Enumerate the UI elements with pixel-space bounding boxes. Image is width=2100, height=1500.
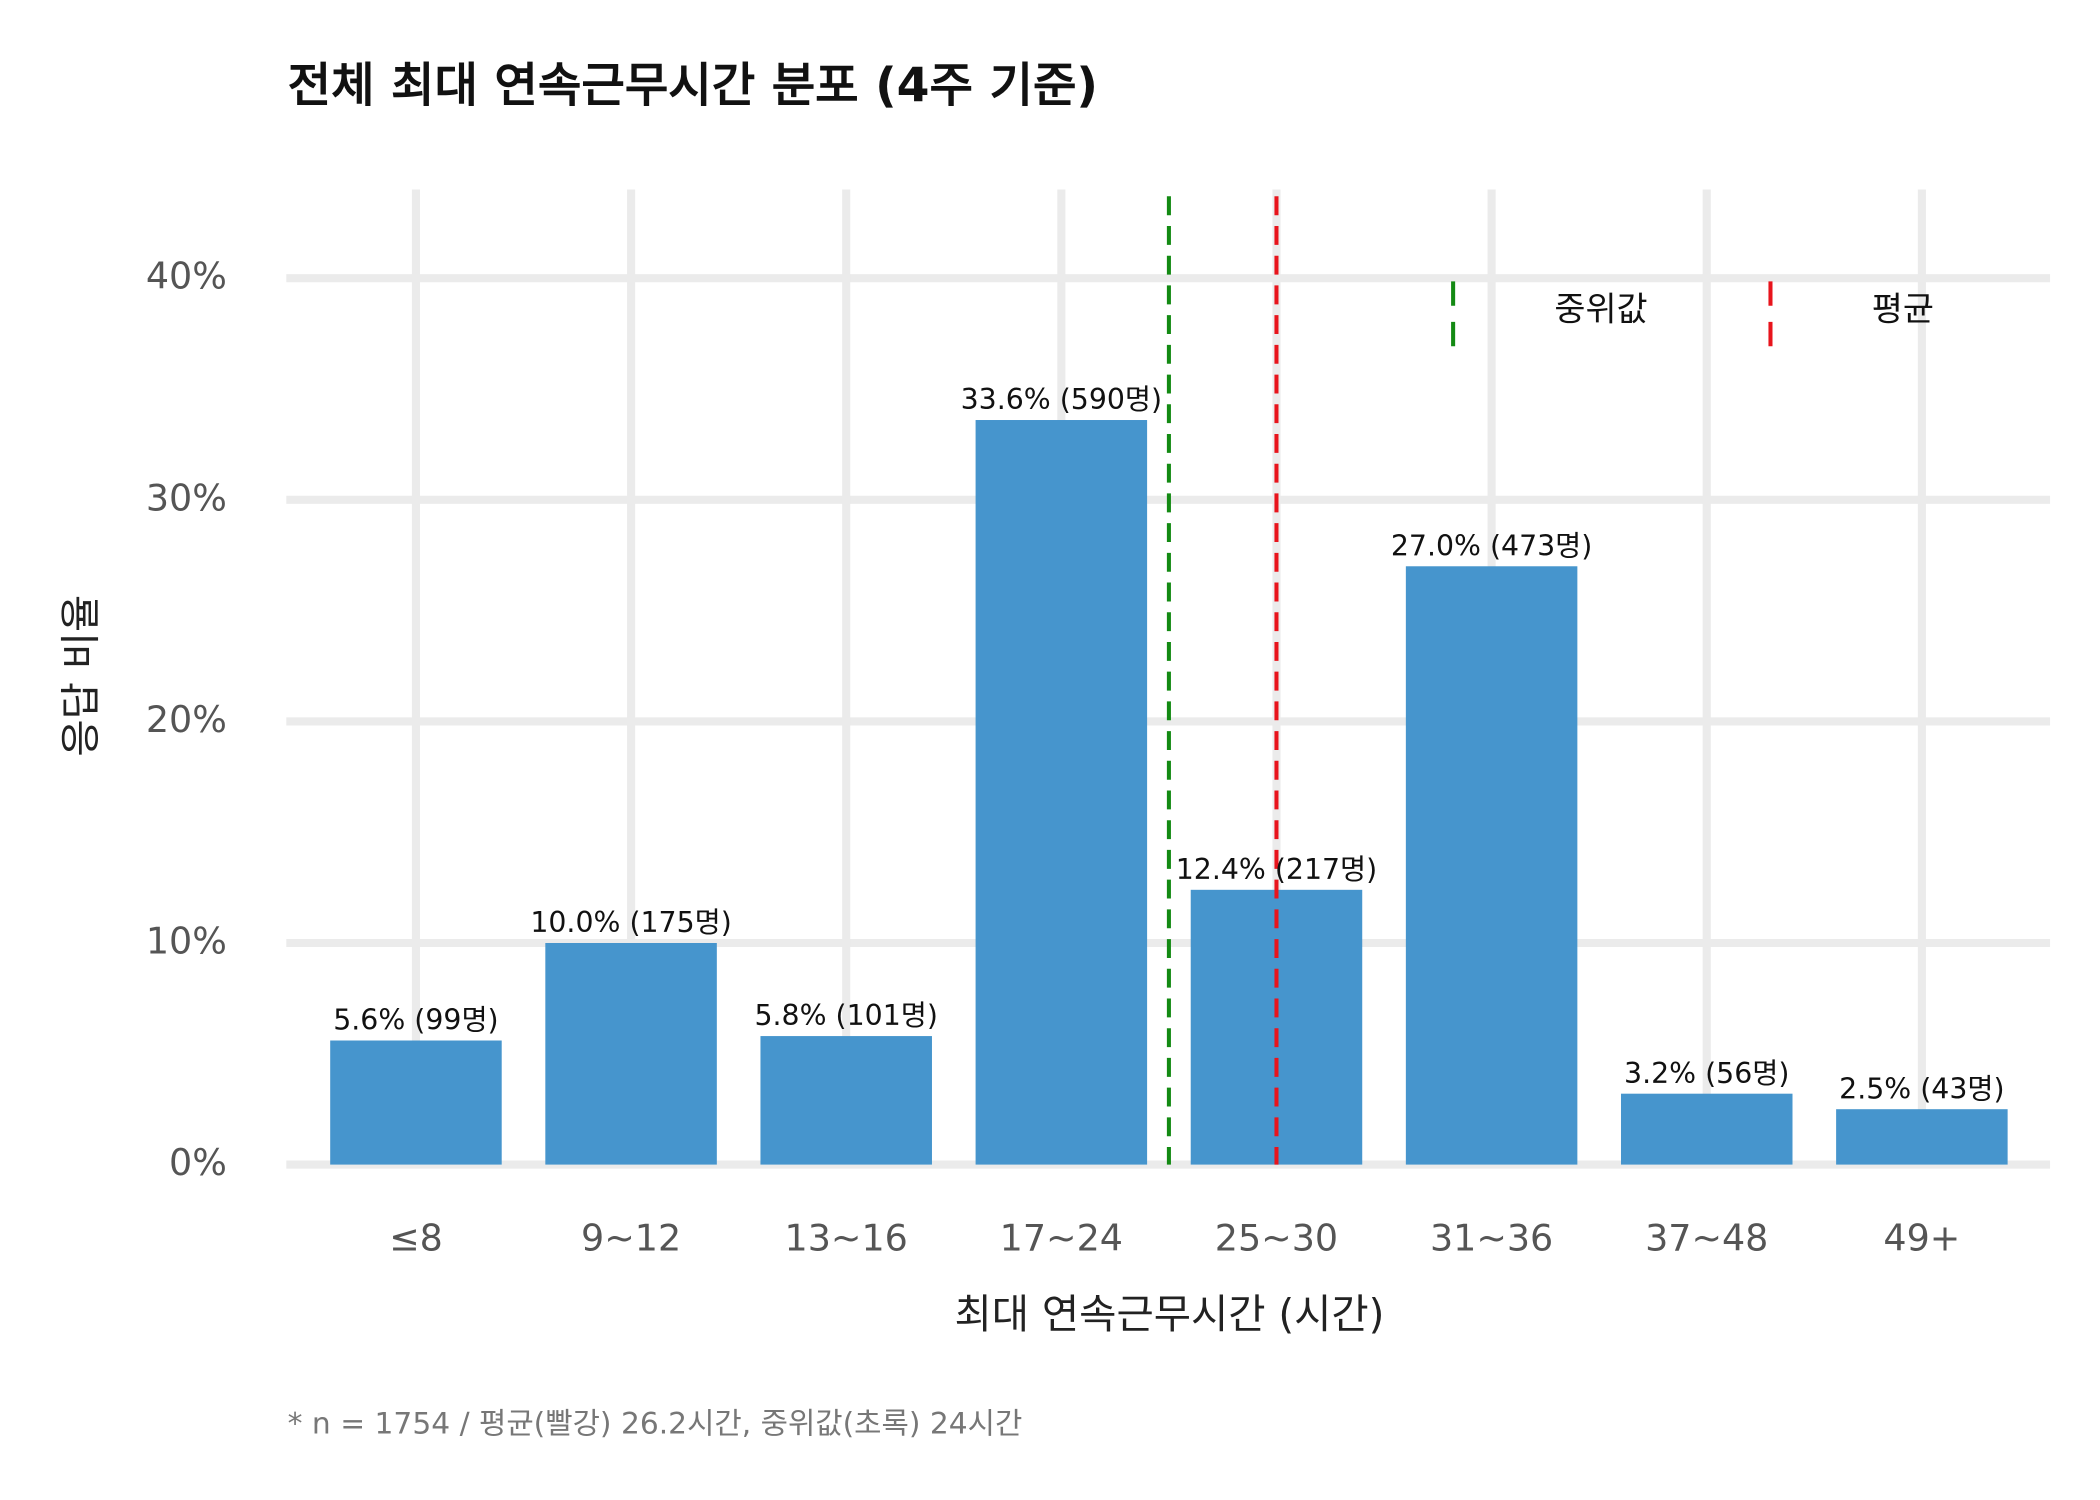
- x-tick-label: 31~36: [1430, 1217, 1553, 1260]
- legend-label: 평균: [1872, 290, 1934, 329]
- bar: [975, 420, 1148, 1165]
- y-tick-label: 40%: [146, 255, 227, 298]
- y-axis-label: 응답 비율: [57, 595, 105, 757]
- x-tick-label: 17~24: [1000, 1217, 1123, 1260]
- value-label: 27.0% (473명): [1391, 529, 1592, 562]
- bar: [545, 942, 717, 1165]
- footnote: * n = 1754 / 평균(빨강) 26.2시간, 중위값(초록) 24시간: [288, 1407, 1023, 1442]
- x-tick-label: 13~16: [785, 1217, 908, 1260]
- value-label: 3.2% (56명): [1624, 1057, 1789, 1090]
- y-tick-label: 30%: [146, 476, 227, 519]
- x-tick-label: 9~12: [581, 1217, 681, 1260]
- value-label: 12.4% (217명): [1176, 853, 1377, 886]
- bar: [1836, 1109, 2008, 1165]
- x-tick-label: 25~30: [1215, 1217, 1338, 1260]
- bar: [760, 1036, 932, 1165]
- value-label: 2.5% (43명): [1839, 1072, 2004, 1105]
- legend-label: 중위값: [1554, 290, 1647, 329]
- x-tick-label: ≤8: [389, 1217, 443, 1260]
- x-tick-label: 37~48: [1645, 1217, 1768, 1260]
- bar: [330, 1040, 502, 1165]
- bar: [1405, 566, 1578, 1165]
- y-tick-label: 0%: [169, 1141, 227, 1184]
- value-label: 5.6% (99명): [333, 1004, 498, 1037]
- bar: [1620, 1093, 1793, 1165]
- x-axis-label: 최대 연속근무시간 (시간): [955, 1290, 1385, 1338]
- value-label: 33.6% (590명): [961, 383, 1162, 416]
- x-tick-label: 49+: [1883, 1217, 1960, 1260]
- y-tick-label: 20%: [146, 698, 227, 741]
- value-label: 10.0% (175명): [530, 906, 731, 939]
- value-label: 5.8% (101명): [755, 999, 938, 1032]
- y-tick-label: 10%: [146, 919, 227, 962]
- chart-title: 전체 최대 연속근무시간 분포 (4주 기준): [288, 58, 1098, 113]
